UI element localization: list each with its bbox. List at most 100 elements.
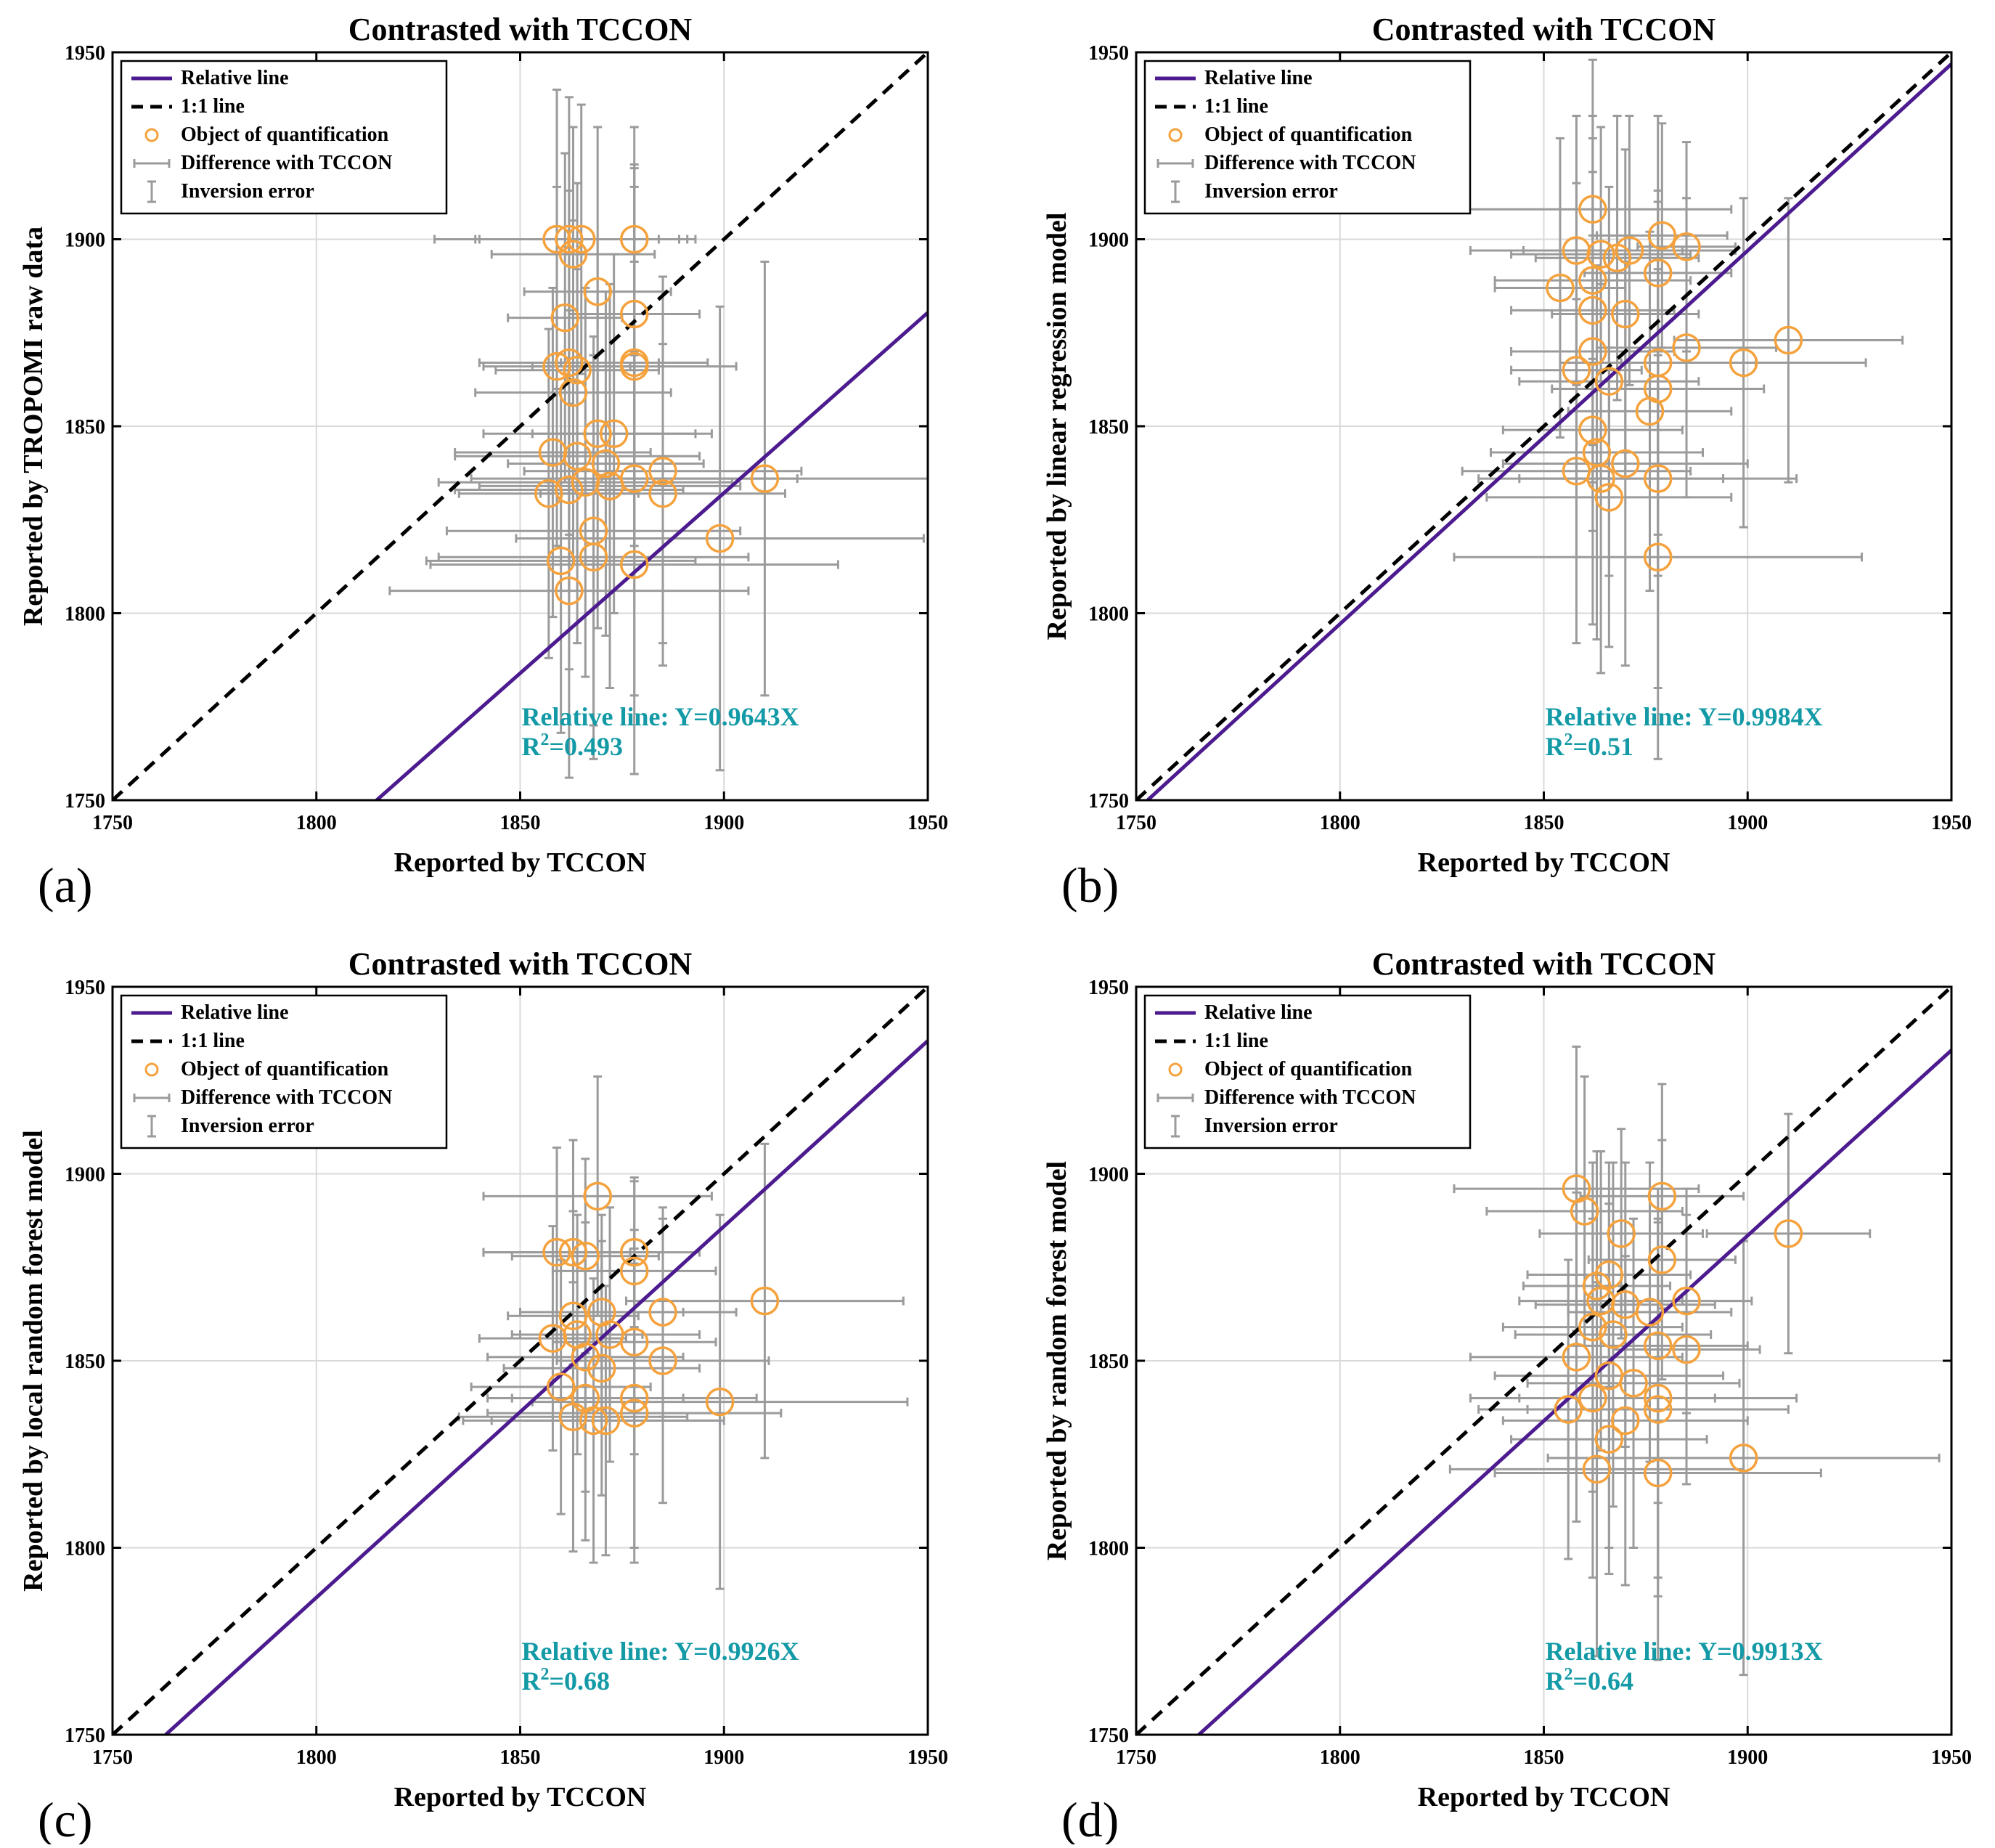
x-tick-label: 1900 <box>1727 812 1768 834</box>
error-bar <box>486 1262 783 1564</box>
annotation-r2-value: =0.493 <box>550 732 624 761</box>
chart-title: Contrasted with TCCON <box>348 946 693 982</box>
data-point <box>1578 415 1607 444</box>
annotation-r2-symbol: R <box>522 1666 542 1696</box>
data-point <box>579 1406 608 1436</box>
data-point <box>1611 299 1640 329</box>
error-bar <box>507 290 705 637</box>
plot-content <box>113 987 928 1735</box>
panel-label: (c) <box>38 1792 92 1844</box>
data-point <box>555 576 584 606</box>
error-bar <box>482 1075 713 1317</box>
panel-label: (d) <box>1061 1792 1119 1844</box>
x-tick-label: 1950 <box>1931 812 1972 834</box>
y-tick-label: 1750 <box>65 790 105 813</box>
x-tick-label: 1750 <box>92 812 133 834</box>
annotation-r2-superscript: 2 <box>541 1665 550 1684</box>
legend-entry-label: Relative line <box>1204 67 1313 89</box>
legend-marker-swatch <box>144 1062 159 1077</box>
legend-marker-swatch <box>1168 1062 1183 1077</box>
y-tick-label: 1750 <box>1088 1725 1129 1747</box>
data-point <box>1562 356 1591 385</box>
legend-entry-label: Inversion error <box>1204 180 1338 203</box>
annotation-r2-value: =0.64 <box>1573 1666 1634 1696</box>
error-bar <box>1546 1240 1941 1677</box>
data-point <box>558 378 588 407</box>
one-to-one-line <box>1136 987 1951 1735</box>
annotation-r2-value: =0.51 <box>1573 732 1634 761</box>
data-point <box>587 1354 616 1383</box>
legend-entry-label: Relative line <box>1204 1001 1313 1024</box>
data-point <box>648 479 677 508</box>
x-tick-label: 1750 <box>1116 812 1156 834</box>
data-point <box>1647 221 1677 251</box>
chart-title: Contrasted with TCCON <box>1372 12 1716 47</box>
data-point <box>546 546 576 576</box>
data-point <box>1643 259 1673 288</box>
y-tick-label: 1950 <box>1088 977 1129 999</box>
x-tick-label: 1900 <box>1727 1746 1768 1769</box>
data-point <box>563 441 592 471</box>
legend-entry-label: 1:1 line <box>1204 1030 1268 1052</box>
data-point <box>558 1301 588 1330</box>
data-point <box>1672 1335 1701 1364</box>
data-point <box>542 224 571 254</box>
data-point <box>566 224 596 254</box>
legend-box <box>120 60 448 215</box>
data-point <box>558 240 588 269</box>
annotation-r2-superscript: 2 <box>1564 730 1573 749</box>
legend-entry-label: Relative line <box>181 1001 289 1024</box>
y-tick-label: 1900 <box>1088 1164 1129 1186</box>
chart-panel-d: 1750 1800 1850 1900 1950 1750 1800 1850 1900 1950… <box>1042 946 1972 1847</box>
x-axis-label: Reported by TCCON <box>1418 1782 1670 1812</box>
chart-panel-a: 1750 1800 1850 1900 1950 1750 1800 1850 1900 1950… <box>18 12 948 913</box>
legend-marker-swatch <box>144 128 159 142</box>
annotation-r2: R2=0.64 <box>1546 1665 1634 1696</box>
y-axis-label: Reported by linear regression model <box>1042 213 1072 640</box>
y-tick-label: 1800 <box>65 603 105 626</box>
error-bar <box>624 1142 905 1460</box>
data-point <box>1554 1395 1583 1424</box>
error-bar <box>502 1240 701 1497</box>
panel-label: (b) <box>1061 858 1119 913</box>
legend-entry-label: Object of quantification <box>1204 123 1413 146</box>
data-point <box>619 351 649 381</box>
data-point <box>1546 273 1575 303</box>
data-point <box>1611 449 1640 479</box>
chart-title: Contrasted with TCCON <box>348 12 693 47</box>
data-point <box>1594 483 1624 512</box>
one-to-one-line <box>1136 52 1951 800</box>
data-point <box>1615 236 1644 265</box>
y-tick-label: 1800 <box>1088 603 1129 626</box>
data-point <box>1729 1444 1758 1473</box>
data-point <box>1578 1312 1607 1342</box>
annotation-r2-symbol: R <box>1546 1666 1565 1696</box>
annotation-relative-line: Relative line: Y=0.9913X <box>1546 1637 1823 1666</box>
data-point <box>534 479 563 508</box>
data-point <box>1643 1395 1673 1424</box>
data-point <box>1672 333 1701 362</box>
data-point <box>1578 1383 1607 1413</box>
annotation-r2-superscript: 2 <box>541 730 550 749</box>
y-tick-label: 1900 <box>65 1164 105 1186</box>
data-point <box>1578 266 1607 295</box>
y-tick-label: 1950 <box>1088 42 1129 65</box>
error-bar <box>478 282 742 689</box>
data-point <box>563 356 592 385</box>
annotation-relative-line: Relative line: Y=0.9926X <box>522 1637 799 1666</box>
data-point <box>1643 542 1673 571</box>
legend-box <box>1143 994 1472 1149</box>
data-point <box>1570 1197 1599 1226</box>
data-point <box>1578 337 1607 366</box>
legend-entry-label: Relative line <box>181 67 289 89</box>
one-to-one-line <box>113 987 928 1735</box>
data-point <box>619 1383 649 1413</box>
data-point <box>1672 1286 1701 1316</box>
legend-entry-label: Inversion error <box>181 1115 314 1137</box>
legend-entry-label: 1:1 line <box>181 95 245 118</box>
error-bar <box>600 260 928 697</box>
chart-title: Contrasted with TCCON <box>1372 946 1716 982</box>
data-point <box>619 224 649 254</box>
chart-panel-c: 1750 1800 1850 1900 1950 1750 1800 1850 1900 1950… <box>18 946 948 1847</box>
data-point <box>619 1399 649 1428</box>
